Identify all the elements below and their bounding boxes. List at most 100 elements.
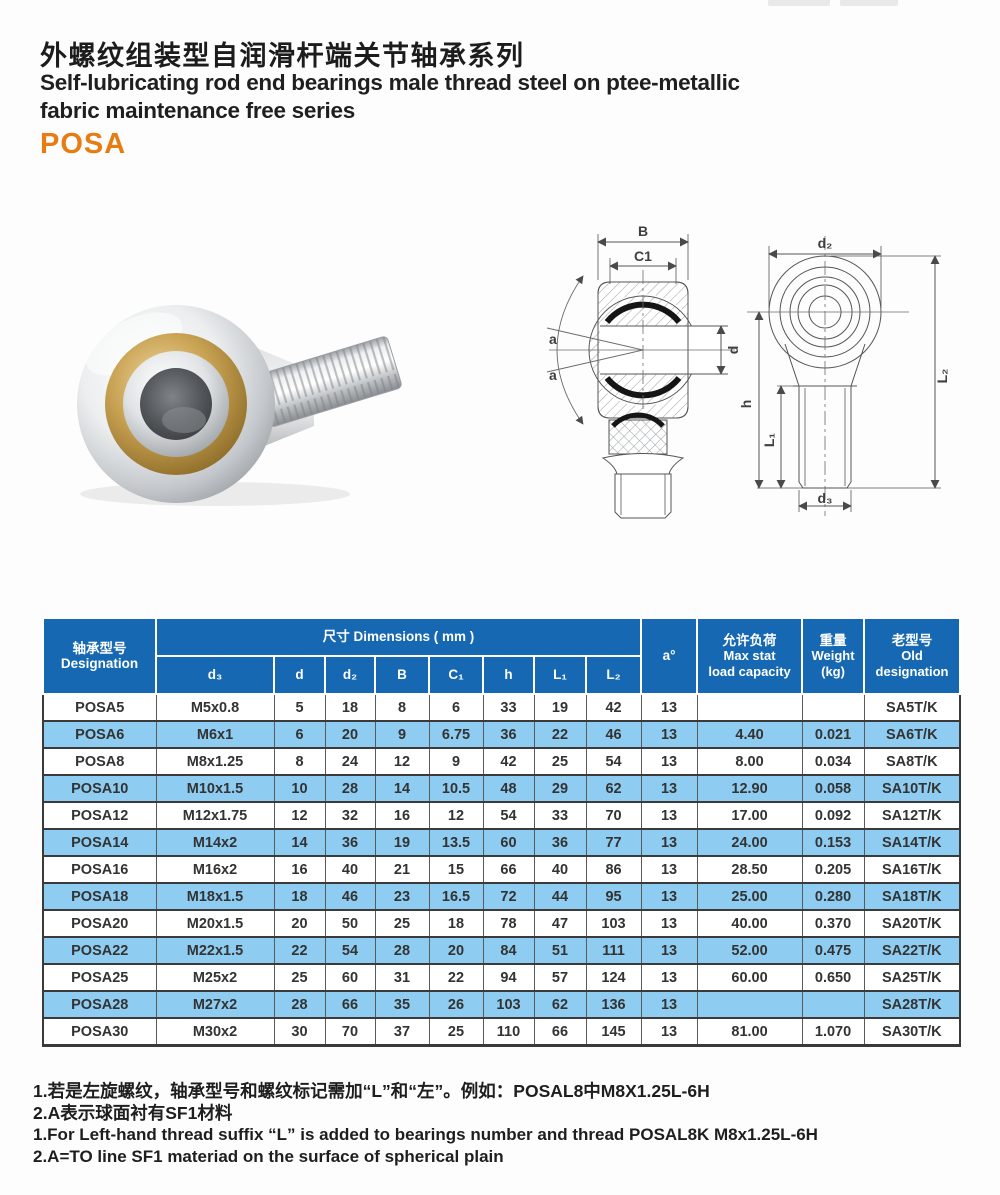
cell-old: SA12T/K [863, 801, 962, 830]
cell-a: 13 [640, 1017, 698, 1047]
cell-a: 13 [640, 882, 698, 911]
cell-old: SA8T/K [863, 747, 962, 776]
cell-L2: 42 [585, 693, 642, 722]
cell-L1: 44 [533, 882, 587, 911]
dim-label-L1: L₁ [761, 433, 777, 448]
cell-L2: 136 [585, 990, 642, 1019]
cell-model: POSA8 [42, 747, 157, 776]
cell-load: 28.50 [696, 855, 803, 884]
cell-C1: 18 [428, 909, 484, 938]
cell-C1: 16.5 [428, 882, 484, 911]
col-header-d3: d₃ [155, 655, 275, 695]
cell-load: 24.00 [696, 828, 803, 857]
cell-d3: M5x0.8 [155, 693, 275, 722]
col-header-L1: L₁ [533, 655, 587, 695]
dimensions-table: 轴承型号 Designation 尺寸 Dimensions ( mm ) a°… [42, 617, 962, 1047]
cell-d3: M22x1.5 [155, 936, 275, 965]
cell-d: 22 [273, 936, 326, 965]
cell-model: POSA14 [42, 828, 157, 857]
col-header-h: h [482, 655, 535, 695]
cell-L1: 66 [533, 1017, 587, 1047]
table-row: POSA8 M8x1.25 8 24 12 9 42 25 54 13 8.00 0.034 SA8T/… [42, 747, 962, 776]
cell-d: 20 [273, 909, 326, 938]
cell-L2: 77 [585, 828, 642, 857]
col-header-d: d [273, 655, 326, 695]
cell-C1: 26 [428, 990, 484, 1019]
cell-a: 13 [640, 909, 698, 938]
col-header-L2: L₂ [584, 655, 643, 695]
product-photo [50, 288, 402, 512]
cell-C1: 15 [428, 855, 484, 884]
cell-d: 28 [273, 990, 326, 1019]
cell-B: 37 [374, 1017, 430, 1047]
cell-L1: 22 [533, 720, 587, 749]
col-header-dimensions-group: 尺寸 Dimensions ( mm ) [154, 617, 643, 657]
cell-a: 13 [640, 855, 698, 884]
cell-L1: 29 [533, 774, 587, 803]
cell-load: 17.00 [696, 801, 803, 830]
cell-d: 10 [273, 774, 326, 803]
cell-model: POSA6 [42, 720, 157, 749]
cell-load: 60.00 [696, 963, 803, 992]
col-header-designation-zh: 轴承型号 [72, 640, 127, 656]
cell-B: 35 [374, 990, 430, 1019]
cell-C1: 13.5 [428, 828, 484, 857]
footnotes: 1.若是左旋螺纹，轴承型号和螺纹标记需加“L”和“左”。例如：POSAL8中M8… [33, 1080, 818, 1168]
cell-a: 13 [640, 693, 698, 722]
cell-model: POSA30 [42, 1017, 157, 1047]
cell-C1: 10.5 [428, 774, 484, 803]
cell-old: SA10T/K [863, 774, 962, 803]
table-row: POSA10 M10x1.5 10 28 14 10.5 48 29 62 13 12.90 0.05… [42, 774, 962, 803]
cell-h: 42 [482, 747, 535, 776]
cell-d: 8 [273, 747, 326, 776]
bore-reflection [162, 407, 206, 433]
cell-B: 16 [374, 801, 430, 830]
cell-model: POSA10 [42, 774, 157, 803]
cell-d3: M18x1.5 [155, 882, 275, 911]
cell-L2: 103 [585, 909, 642, 938]
cell-L2: 145 [585, 1017, 642, 1047]
cell-C1: 12 [428, 801, 484, 830]
cell-d: 16 [273, 855, 326, 884]
cell-weight: 0.021 [801, 720, 865, 749]
cell-d3: M25x2 [155, 963, 275, 992]
cell-a: 13 [640, 720, 698, 749]
cell-old: SA22T/K [863, 936, 962, 965]
cell-C1: 22 [428, 963, 484, 992]
cell-h: 94 [482, 963, 535, 992]
table-row: POSA12 M12x1.75 12 32 16 12 54 33 70 13 17.00 0.092… [42, 801, 962, 830]
table-row: POSA6 M6x1 6 20 9 6.75 36 22 46 13 4.40 0.021 SA6T/K [42, 720, 962, 749]
cell-L2: 46 [585, 720, 642, 749]
cell-a: 13 [640, 828, 698, 857]
col-header-weight-unit: (kg) [821, 663, 845, 679]
table-row: POSA5 M5x0.8 5 18 8 6 33 19 42 13 SA5T/K [42, 693, 962, 722]
cell-h: 66 [482, 855, 535, 884]
cell-load: 12.90 [696, 774, 803, 803]
dim-label-L2: L₂ [934, 369, 950, 384]
header-row-2: d₃ d d₂ B C₁ h L₁ L₂ [43, 655, 960, 695]
cell-L1: 47 [533, 909, 587, 938]
cell-B: 8 [374, 693, 430, 722]
cell-d3: M16x2 [155, 855, 275, 884]
dimensions-table-wrap: 轴承型号 Designation 尺寸 Dimensions ( mm ) a°… [42, 617, 962, 1047]
col-header-designation: 轴承型号 Designation [42, 617, 157, 695]
cell-h: 48 [482, 774, 535, 803]
col-header-old-en2: designation [875, 663, 949, 679]
cell-L2: 62 [585, 774, 642, 803]
cell-model: POSA18 [42, 882, 157, 911]
cell-old: SA16T/K [863, 855, 962, 884]
cell-B: 14 [374, 774, 430, 803]
cell-weight: 0.205 [801, 855, 865, 884]
cell-old: SA18T/K [863, 882, 962, 911]
cell-weight: 0.475 [801, 936, 865, 965]
dim-label-a-lower: a [549, 367, 557, 383]
cell-load: 52.00 [696, 936, 803, 965]
cell-a: 13 [640, 963, 698, 992]
footnote-en-1: 1.For Left-hand thread suffix “L” is add… [33, 1125, 818, 1144]
technical-drawing-front-view: d₂ L₂ h L₁ d₃ [738, 235, 950, 516]
cell-old: SA20T/K [863, 909, 962, 938]
cell-B: 19 [374, 828, 430, 857]
cell-d2: 32 [324, 801, 376, 830]
cell-C1: 6 [428, 693, 484, 722]
cell-model: POSA25 [42, 963, 157, 992]
